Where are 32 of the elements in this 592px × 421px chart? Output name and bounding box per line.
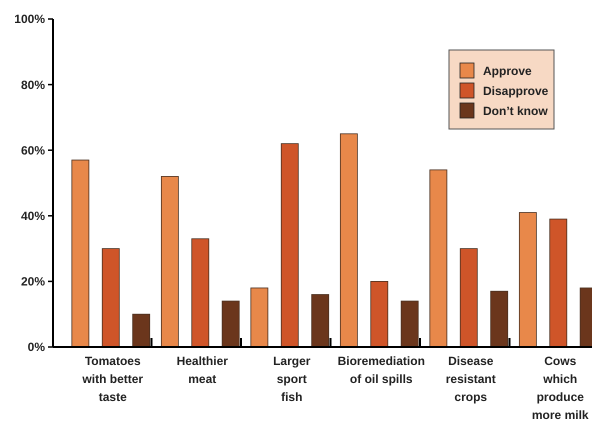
bar xyxy=(460,248,478,348)
y-tick-label: 40% xyxy=(20,209,46,223)
bar xyxy=(71,160,90,348)
bar xyxy=(429,169,448,348)
bar xyxy=(370,281,388,348)
legend-label: Approve xyxy=(483,64,532,78)
bar xyxy=(400,300,419,348)
y-tick-label: 0% xyxy=(28,340,46,354)
x-tick-label: Bioremediation of oil spills xyxy=(338,354,425,386)
bar xyxy=(518,212,537,348)
x-tick-label: Cows which produce more milk xyxy=(532,354,589,421)
bar xyxy=(222,300,240,348)
bar xyxy=(549,218,568,348)
bar xyxy=(160,176,179,348)
x-tick-label: Healthier meat xyxy=(176,354,228,386)
bar xyxy=(132,314,150,348)
y-tick-label: 20% xyxy=(20,274,46,289)
bar xyxy=(280,143,299,348)
bar xyxy=(490,290,508,348)
bar xyxy=(250,288,268,348)
legend-label: Disapprove xyxy=(483,84,549,98)
bar xyxy=(102,248,120,348)
x-tick-label: Larger sport fish xyxy=(273,354,311,404)
bar xyxy=(311,294,330,348)
x-tick-label: Tomatoes with better taste xyxy=(81,354,144,404)
bar xyxy=(191,238,210,348)
legend-label: Don’t know xyxy=(483,104,548,118)
y-tick-label: 60% xyxy=(20,143,46,158)
y-tick-label: 100% xyxy=(14,12,46,26)
bar xyxy=(340,133,358,348)
y-tick-label: 80% xyxy=(20,78,46,92)
x-tick-label: Disease resistant crops xyxy=(446,354,496,404)
